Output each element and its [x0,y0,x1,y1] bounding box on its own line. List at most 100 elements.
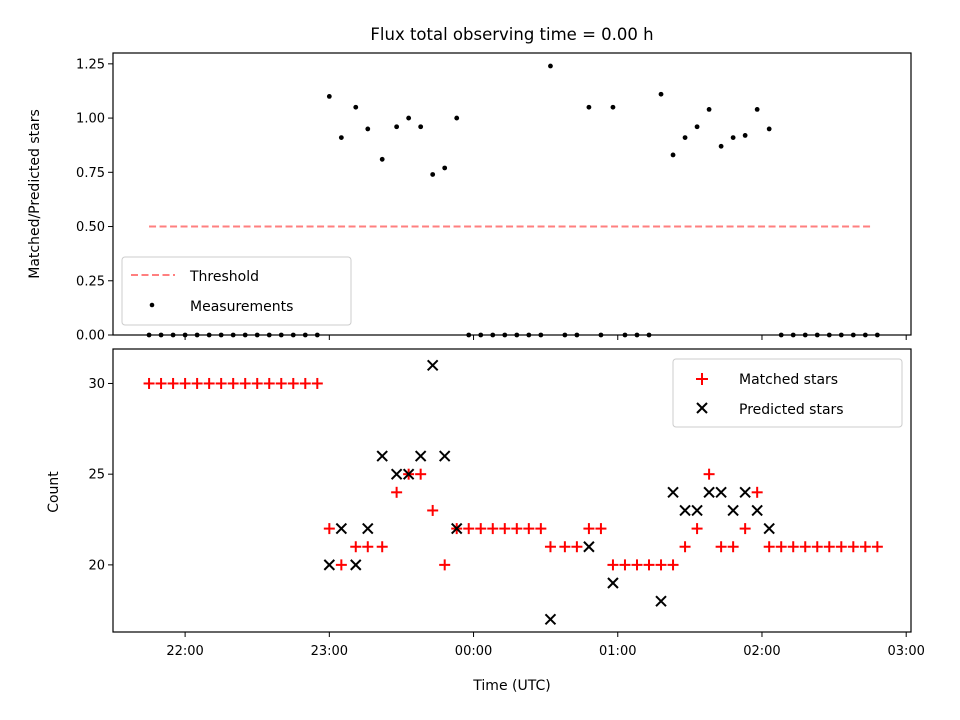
predicted-marker-b [402,468,415,480]
bottom-legend: Matched stars Predicted stars [672,358,903,428]
matched-star-marker [679,541,691,553]
predicted-marker-b [362,522,374,535]
top-y-tick-label: 0.00 [76,329,105,344]
matched-star-marker [739,523,751,535]
measurement-point [182,332,188,338]
measurement-point [874,332,880,338]
bottom-x-tick-label: 01:00 [599,644,636,659]
matched-star-marker [859,541,871,553]
predicted-star-marker [362,522,374,535]
measurement-point [418,124,424,130]
measurement-point [706,107,712,112]
matched-star-marker [871,541,883,553]
matched-star-marker [287,377,299,389]
measurement-point [442,165,448,171]
top-plot-frame [112,52,912,336]
predicted-star-marker [727,504,739,517]
matched-star-marker [143,377,155,389]
matched-star-marker [155,377,167,389]
predicted-marker-b [715,486,727,499]
matched-star-marker [203,377,215,389]
measurement-point [514,332,520,338]
legend-measurements-swatch [149,302,155,308]
predicted-star-marker [390,468,403,480]
predicted-star-marker [438,450,451,462]
measurement-point [278,332,284,338]
predicted-star-marker [667,486,679,499]
matched-star-marker [427,504,439,516]
matched-star-marker [239,377,251,389]
matched-star-marker [631,559,643,571]
legend-predicted-swatch [696,402,708,414]
matched-star-marker [763,541,775,553]
bottom-legend-box [672,358,903,428]
measurement-point [574,332,580,338]
measurement-point [353,104,359,110]
measurement-point [206,332,212,338]
predicted-star-marker [739,486,751,499]
measurement-point [682,135,688,141]
measurement-point [194,332,200,338]
measurement-point [302,332,308,338]
matched-star-marker [350,541,362,553]
top-y-tick-label: 0.25 [76,274,105,289]
measurement-point [326,93,332,99]
measurement-point [742,133,748,138]
matched-star-marker [799,541,811,553]
bottom-x-tick-label: 02:00 [743,644,780,659]
measurement-point [598,332,604,338]
measurement-point [290,332,296,338]
matched-star-marker [499,523,511,535]
measurement-point [754,107,760,112]
measurement-point [694,124,700,130]
measurement-point [814,332,820,338]
predicted-marker-b [583,541,595,553]
top-legend: Threshold Measurements [121,256,352,326]
predicted-star-marker [715,486,727,499]
bottom-x-tick-label: 00:00 [455,644,492,659]
bottom-x-tick-label: 03:00 [887,644,924,659]
matched-stars-markers [143,377,883,571]
predicted-marker-b [739,486,751,499]
measurement-point [170,332,176,338]
predicted-star-marker [544,613,557,626]
matched-star-marker [847,541,859,553]
matched-star-marker [335,559,347,571]
measurement-point [718,143,724,149]
predicted-marker-b [323,559,336,571]
predicted-star-marker [335,522,348,535]
bottom-y-tick-label: 30 [88,377,105,392]
matched-star-marker [511,523,523,535]
measurement-point [338,135,344,141]
predicted-marker-b [390,468,403,480]
matched-star-marker [191,377,203,389]
matched-star-marker [391,486,403,498]
measurement-point [802,332,808,338]
predicted-marker-b [763,522,775,535]
matched-star-marker [583,523,595,535]
matched-star-marker [751,486,763,498]
top-legend-box [121,256,352,326]
matched-star-marker [619,559,631,571]
matched-star-marker [415,468,427,480]
measurement-point [478,332,484,338]
measurement-point [242,332,248,338]
matched-star-marker [227,377,239,389]
measurement-point [838,332,844,338]
matched-star-marker [376,541,388,553]
measurement-point [379,156,385,162]
predicted-marker-b [426,359,439,372]
matched-star-marker [787,541,799,553]
legend-matched-swatch [696,373,708,385]
predicted-marker-b [414,450,427,462]
measurement-point [778,332,784,338]
predicted-marker-b [655,595,667,607]
top-y-tick-label: 1.00 [76,112,105,127]
measurement-point [266,332,272,338]
matched-star-marker [727,541,739,553]
measurement-point [430,172,436,177]
predicted-star-marker [691,504,703,517]
predicted-star-marker [451,522,463,535]
matched-star-marker [811,541,823,553]
bottom-y-axis-label: Count [46,471,62,513]
